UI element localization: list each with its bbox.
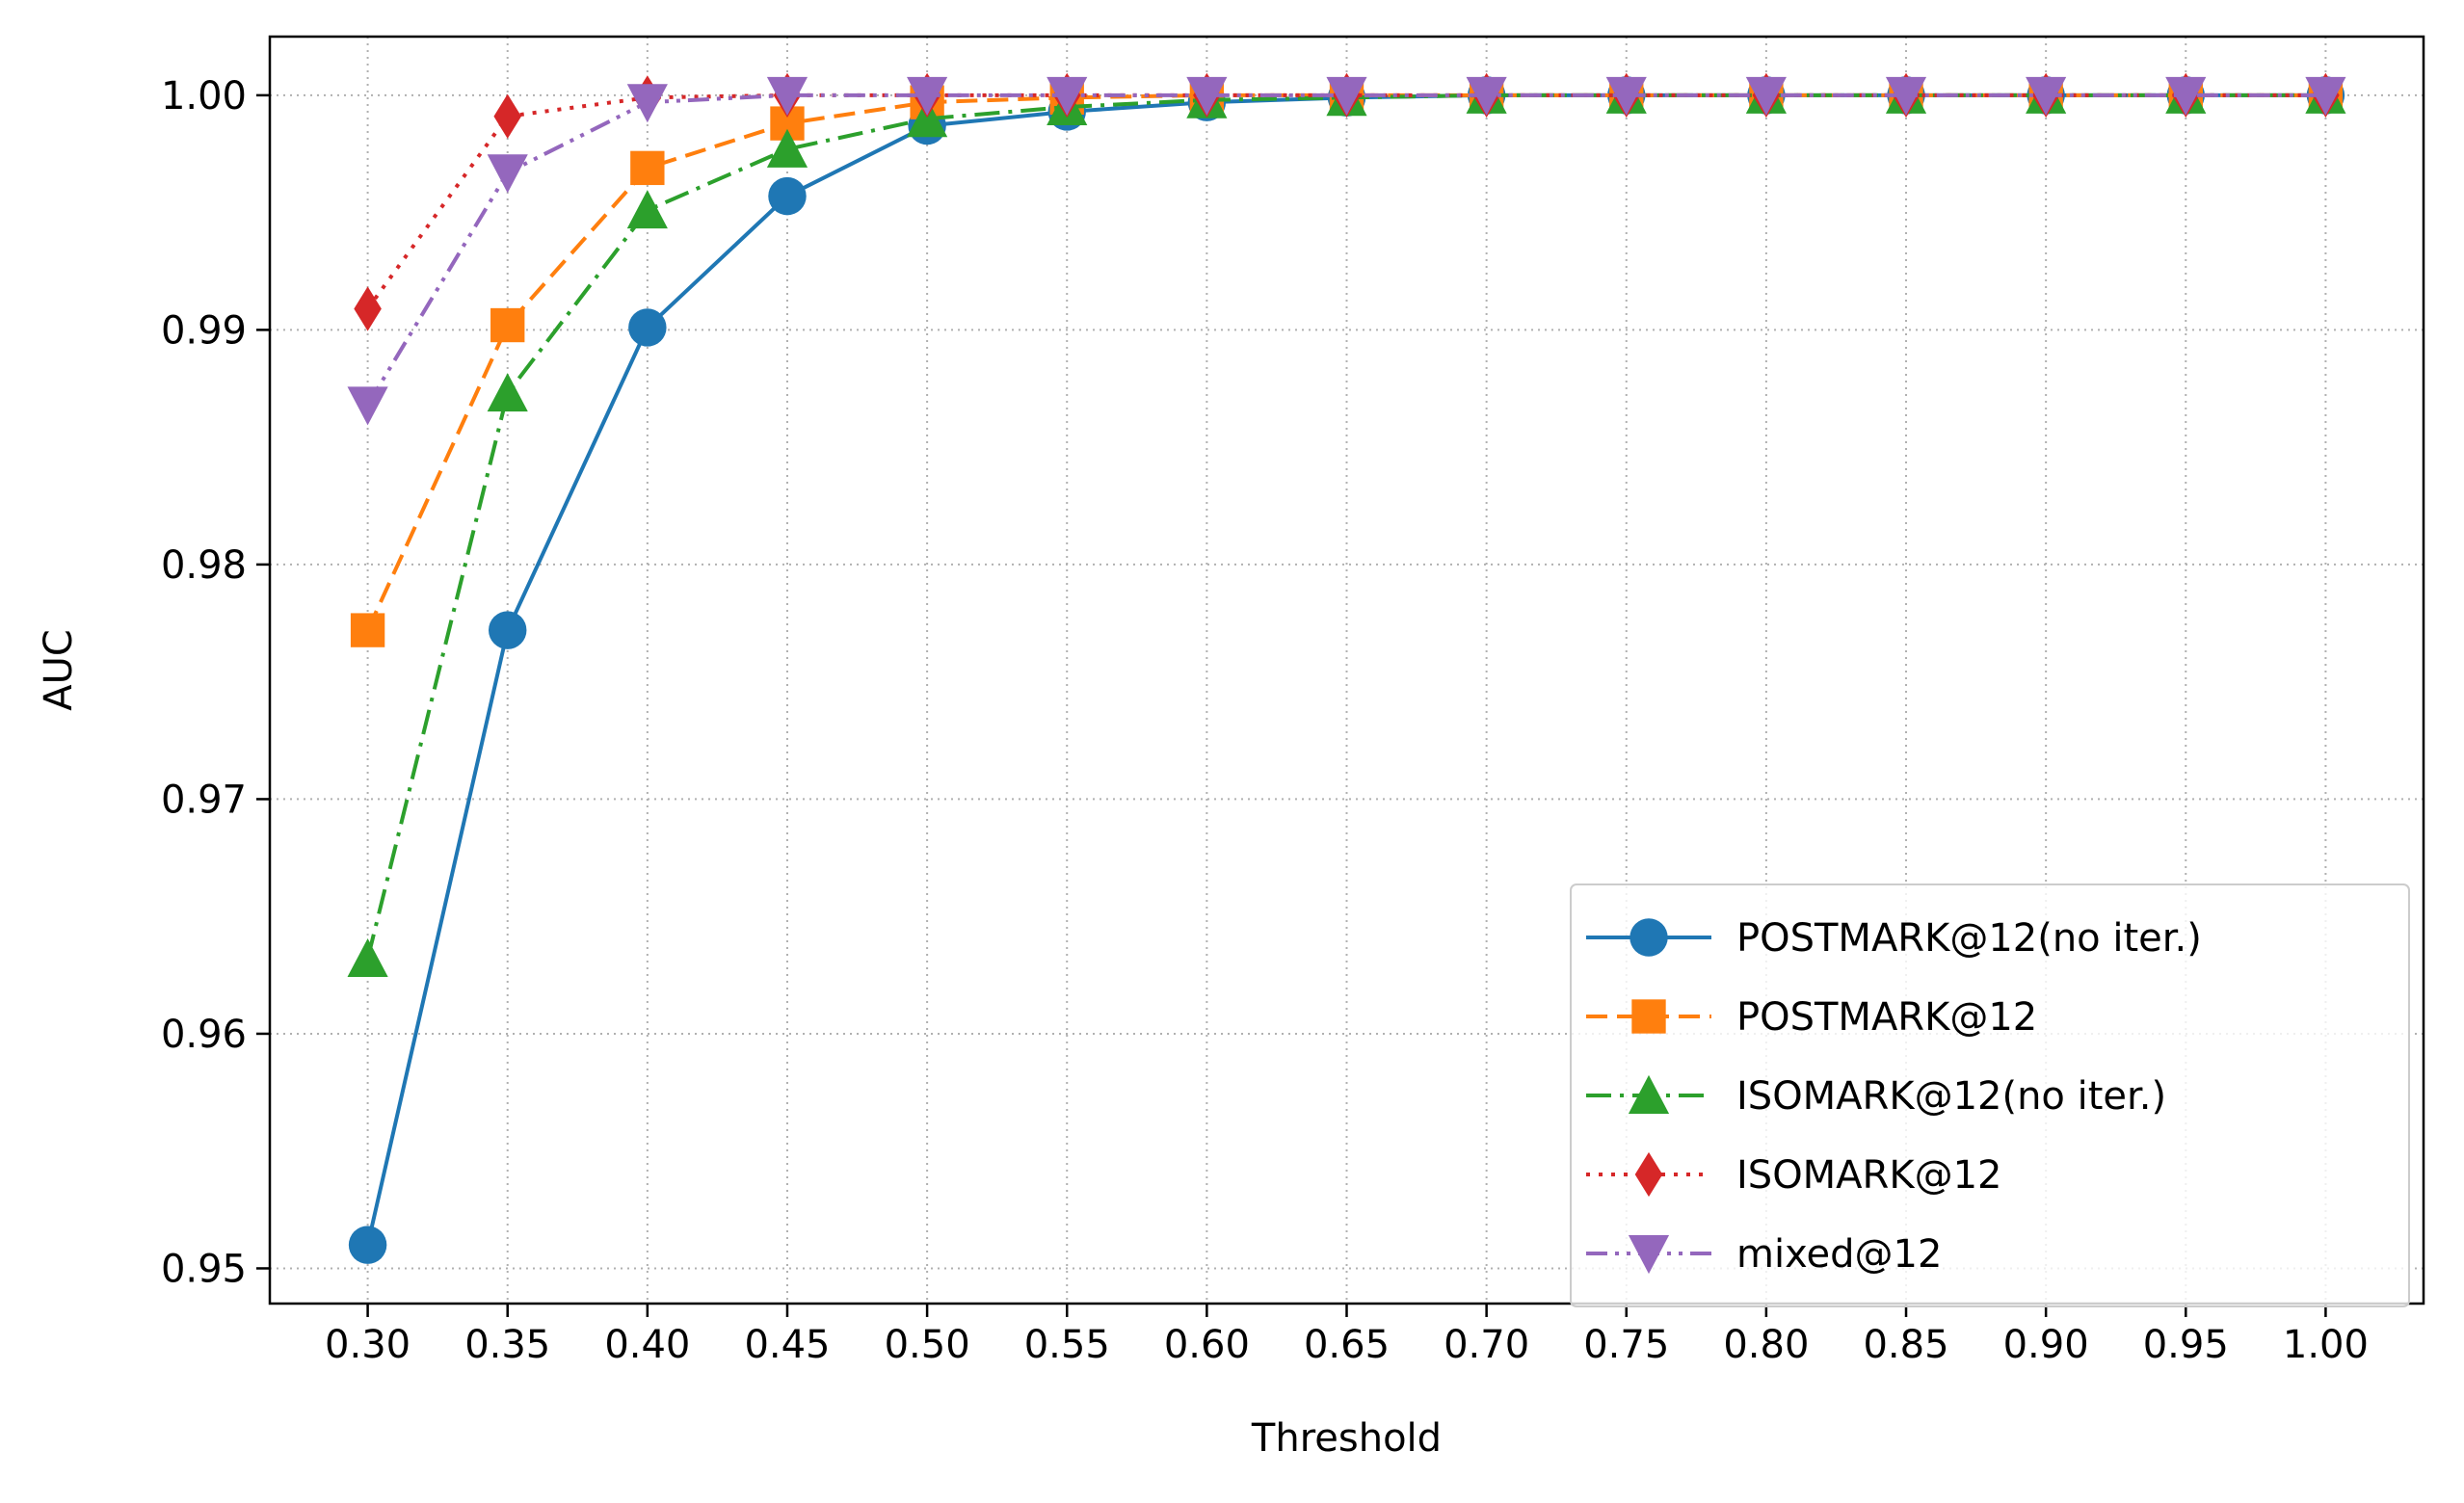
legend-marker [1631,999,1666,1034]
data-point [1186,76,1228,116]
data-point [490,307,525,343]
legend-label: POSTMARK@12 [1736,995,2037,1040]
data-point [1745,76,1787,116]
y-tick-label: 0.97 [161,778,247,822]
legend-label: mixed@12 [1736,1232,1942,1277]
x-tick-label: 1.00 [2283,1323,2369,1367]
x-tick-label: 0.75 [1583,1323,1669,1367]
data-point [487,373,528,412]
x-tick-label: 0.55 [1024,1323,1110,1367]
y-axis-label: AUC [37,629,81,711]
data-point [628,308,667,347]
data-point [487,154,528,194]
legend-label: ISOMARK@12(no iter.) [1736,1074,2166,1119]
data-point [2026,76,2067,116]
y-tick-label: 0.96 [161,1013,247,1057]
legend-marker [1628,1074,1670,1114]
x-tick-label: 0.40 [604,1323,690,1367]
legend-entry: ISOMARK@12 [1586,1151,2001,1198]
legend-marker [1629,918,1668,957]
data-point [489,611,527,649]
data-point [348,1226,387,1264]
data-point [626,84,668,123]
data-point [347,937,388,977]
x-tick-label: 0.85 [1863,1323,1948,1367]
data-point [1605,76,1647,116]
data-point [1466,76,1507,116]
y-tick-label: 0.99 [161,308,247,353]
x-tick-label: 0.30 [325,1323,411,1367]
legend: POSTMARK@12(no iter.) POSTMARK@12 ISOMARK@… [1570,883,2410,1307]
plot-series [347,72,2346,1264]
data-point [354,286,382,331]
legend-box [1570,883,2410,1307]
x-tick-label: 0.95 [2143,1323,2229,1367]
data-point [1885,76,1927,116]
data-point [2305,76,2346,116]
x-axis-label: Threshold [1251,1416,1442,1461]
y-tick-label: 0.98 [161,543,247,588]
legend-label: POSTMARK@12(no iter.) [1736,916,2202,961]
data-point [350,613,385,647]
legend-entry: POSTMARK@12 [1586,995,2037,1040]
x-tick-label: 0.60 [1164,1323,1250,1367]
series-5 [347,76,2346,426]
data-point [907,98,948,138]
y-tick-label: 0.95 [161,1247,247,1291]
x-tick-label: 0.90 [2003,1323,2089,1367]
legend-marker [1628,1235,1670,1275]
legend-entry: ISOMARK@12(no iter.) [1586,1074,2166,1119]
data-point [347,386,388,426]
data-point [907,76,948,116]
data-point [2165,76,2207,116]
x-tick-label: 0.35 [464,1323,550,1367]
data-point [768,176,807,216]
y-tick-label: 1.00 [161,74,247,119]
data-point [493,93,522,139]
data-point [1047,76,1088,116]
legend-marker [1634,1151,1663,1198]
legend-label: ISOMARK@12 [1736,1153,2001,1198]
x-tick-label: 0.50 [885,1323,970,1367]
axes: 0.30 0.35 0.40 0.45 0.50 0.55 0.60 0.65 0.70 0.75… [161,74,2369,1367]
x-tick-label: 0.45 [744,1323,830,1367]
legend-entry: POSTMARK@12(no iter.) [1586,916,2202,961]
data-point [630,150,665,186]
data-point [766,76,808,116]
series-line [365,92,2326,407]
x-tick-label: 0.70 [1444,1323,1529,1367]
x-tick-label: 0.65 [1304,1323,1390,1367]
legend-entry: mixed@12 [1586,1232,1942,1277]
x-tick-label: 0.80 [1723,1323,1809,1367]
data-point [626,190,668,229]
data-point [766,128,808,168]
data-point [1326,76,1367,116]
